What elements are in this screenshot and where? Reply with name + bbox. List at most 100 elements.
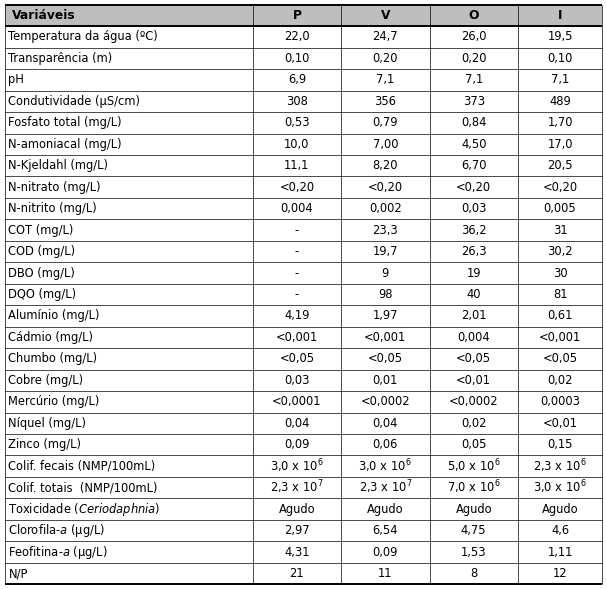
Text: COD (mg/L): COD (mg/L) [8, 245, 76, 258]
Text: 19,7: 19,7 [373, 245, 398, 258]
Text: 17,0: 17,0 [548, 138, 573, 151]
Bar [5, 5, 602, 26]
Text: 0,06: 0,06 [373, 438, 398, 451]
Text: Variáveis: Variáveis [12, 9, 76, 22]
Text: 4,50: 4,50 [461, 138, 486, 151]
Text: 36,2: 36,2 [461, 224, 487, 237]
Text: 9: 9 [382, 267, 389, 280]
Text: 21: 21 [290, 567, 304, 580]
Text: 6,9: 6,9 [288, 74, 306, 87]
Text: 19,5: 19,5 [548, 31, 573, 44]
Text: COT (mg/L): COT (mg/L) [8, 224, 74, 237]
Text: 4,75: 4,75 [461, 524, 487, 537]
Text: 23,3: 23,3 [373, 224, 398, 237]
Text: 1,70: 1,70 [548, 116, 573, 129]
Text: 356: 356 [375, 95, 396, 108]
Text: 4,6: 4,6 [551, 524, 569, 537]
Text: 2,3 x 10$^7$: 2,3 x 10$^7$ [270, 479, 324, 497]
Text: Colif. totais  (NMP/100mL): Colif. totais (NMP/100mL) [8, 481, 158, 494]
Text: 2,3 x 10$^6$: 2,3 x 10$^6$ [533, 458, 587, 475]
Text: 2,01: 2,01 [461, 309, 486, 322]
Text: <0,20: <0,20 [456, 181, 491, 194]
Text: N/P: N/P [8, 567, 28, 580]
Text: Agudo: Agudo [455, 502, 492, 515]
Text: 40: 40 [466, 288, 481, 301]
Text: Agudo: Agudo [541, 502, 578, 515]
Text: 98: 98 [378, 288, 393, 301]
Text: Toxicidade ($\it{Ceriodaphnia}$): Toxicidade ($\it{Ceriodaphnia}$) [8, 501, 161, 518]
Text: 81: 81 [553, 288, 568, 301]
Text: 4,19: 4,19 [284, 309, 310, 322]
Text: Agudo: Agudo [367, 502, 404, 515]
Text: 7,00: 7,00 [373, 138, 398, 151]
Text: Cobre (mg/L): Cobre (mg/L) [8, 374, 84, 387]
Text: 0,03: 0,03 [461, 202, 486, 215]
Text: <0,001: <0,001 [539, 331, 581, 344]
Text: 1,11: 1,11 [548, 545, 573, 558]
Text: N-nitrato (mg/L): N-nitrato (mg/L) [8, 181, 101, 194]
Text: 0,84: 0,84 [461, 116, 486, 129]
Text: I: I [558, 9, 562, 22]
Text: DQO (mg/L): DQO (mg/L) [8, 288, 76, 301]
Text: 26,0: 26,0 [461, 31, 486, 44]
Text: 5,0 x 10$^6$: 5,0 x 10$^6$ [447, 458, 501, 475]
Text: Zinco (mg/L): Zinco (mg/L) [8, 438, 81, 451]
Text: 8,20: 8,20 [373, 159, 398, 172]
Text: 0,0003: 0,0003 [540, 395, 580, 408]
Text: Cádmio (mg/L): Cádmio (mg/L) [8, 331, 93, 344]
Text: 0,04: 0,04 [284, 417, 310, 430]
Text: Mercúrio (mg/L): Mercúrio (mg/L) [8, 395, 100, 408]
Text: 0,002: 0,002 [369, 202, 402, 215]
Text: <0,0002: <0,0002 [361, 395, 410, 408]
Text: Feofitina-$\it{a}$ (μg/L): Feofitina-$\it{a}$ (μg/L) [8, 544, 108, 561]
Text: 24,7: 24,7 [373, 31, 398, 44]
Text: 3,0 x 10$^6$: 3,0 x 10$^6$ [359, 458, 412, 475]
Text: 0,53: 0,53 [284, 116, 310, 129]
Text: 31: 31 [553, 224, 568, 237]
Text: N-Kjeldahl (mg/L): N-Kjeldahl (mg/L) [8, 159, 109, 172]
Text: 30: 30 [553, 267, 568, 280]
Text: 3,0 x 10$^6$: 3,0 x 10$^6$ [270, 458, 324, 475]
Text: N-nitrito (mg/L): N-nitrito (mg/L) [8, 202, 97, 215]
Text: 7,0 x 10$^6$: 7,0 x 10$^6$ [447, 479, 501, 497]
Text: 0,09: 0,09 [284, 438, 310, 451]
Text: -: - [295, 288, 299, 301]
Text: 0,79: 0,79 [373, 116, 398, 129]
Text: <0,01: <0,01 [543, 417, 577, 430]
Text: Fosfato total (mg/L): Fosfato total (mg/L) [8, 116, 122, 129]
Text: <0,0002: <0,0002 [449, 395, 498, 408]
Text: 11: 11 [378, 567, 393, 580]
Text: DBO (mg/L): DBO (mg/L) [8, 267, 75, 280]
Text: <0,20: <0,20 [279, 181, 314, 194]
Text: 0,61: 0,61 [548, 309, 573, 322]
Text: 0,004: 0,004 [458, 331, 490, 344]
Text: -: - [295, 267, 299, 280]
Text: 308: 308 [286, 95, 308, 108]
Text: <0,001: <0,001 [276, 331, 318, 344]
Text: Níquel (mg/L): Níquel (mg/L) [8, 417, 87, 430]
Text: 2,97: 2,97 [284, 524, 310, 537]
Text: 0,20: 0,20 [373, 52, 398, 65]
Text: Clorofila-$\it{a}$ (μg/L): Clorofila-$\it{a}$ (μg/L) [8, 522, 106, 539]
Text: Colif. fecais (NMP/100mL): Colif. fecais (NMP/100mL) [8, 460, 156, 473]
Text: 3,0 x 10$^6$: 3,0 x 10$^6$ [533, 479, 587, 497]
Text: <0,05: <0,05 [368, 352, 403, 365]
Text: 1,97: 1,97 [373, 309, 398, 322]
Text: 0,05: 0,05 [461, 438, 486, 451]
Text: 22,0: 22,0 [284, 31, 310, 44]
Text: -: - [295, 245, 299, 258]
Text: 489: 489 [549, 95, 571, 108]
Text: 0,02: 0,02 [548, 374, 573, 387]
Text: <0,001: <0,001 [364, 331, 407, 344]
Text: 0,01: 0,01 [373, 374, 398, 387]
Text: Chumbo (mg/L): Chumbo (mg/L) [8, 352, 98, 365]
Text: <0,05: <0,05 [279, 352, 314, 365]
Text: <0,20: <0,20 [543, 181, 578, 194]
Text: <0,01: <0,01 [456, 374, 491, 387]
Text: 8: 8 [470, 567, 477, 580]
Text: Temperatura da água (ºC): Temperatura da água (ºC) [8, 31, 158, 44]
Text: 6,70: 6,70 [461, 159, 486, 172]
Text: 20,5: 20,5 [548, 159, 573, 172]
Text: 7,1: 7,1 [464, 74, 483, 87]
Text: 7,1: 7,1 [551, 74, 569, 87]
